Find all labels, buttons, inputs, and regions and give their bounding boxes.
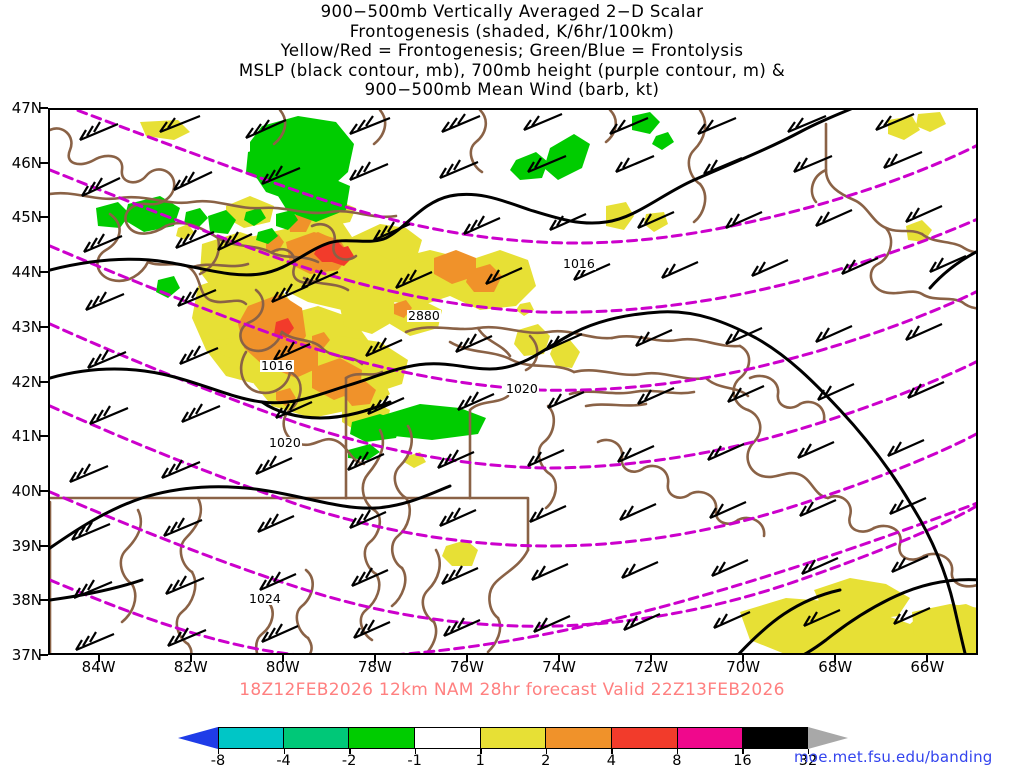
y-axis-tick-label: 47N — [11, 99, 42, 117]
frontogenesis-shading-layer — [96, 112, 976, 653]
site-url-watermark[interactable]: moe.met.fsu.edu/banding — [794, 748, 993, 766]
colorbar-tick-label: 2 — [541, 753, 551, 769]
y-axis-tick-label: 38N — [11, 591, 42, 610]
colorbar-tick-label: 16 — [733, 753, 752, 769]
colorbar-segment — [415, 727, 481, 749]
colorbar-tick-mark — [349, 749, 351, 754]
x-axis-tick-mark — [373, 655, 376, 662]
colorbar-tick-label: -8 — [210, 753, 226, 769]
colorbar-over-arrow — [808, 727, 848, 749]
x-axis-tick-label: 68W — [818, 658, 853, 676]
x-axis-tick-label: 66W — [910, 658, 945, 676]
geography-boundaries-layer — [50, 110, 976, 653]
x-axis-tick-mark — [650, 655, 653, 662]
colorbar-tick-mark — [611, 749, 613, 754]
x-axis-tick-label: 76W — [449, 658, 484, 676]
colorbar-tick-mark — [545, 749, 548, 754]
colorbar-tick-label: -1 — [407, 753, 422, 769]
colorbar-tick-label: 8 — [672, 753, 682, 769]
y-axis-tick-mark — [40, 380, 48, 383]
colorbar-tick-mark — [414, 749, 417, 754]
title-line-1: 900−500mb Vertically Averaged 2−D Scalar — [320, 2, 704, 21]
colorbar-segment — [546, 727, 613, 749]
y-axis-tick-label: 42N — [11, 372, 42, 391]
title-line-5: 900−500mb Mean Wind (barb, kt) — [364, 80, 660, 99]
title-line-2: Frontogenesis (shaded, K/6hr/100km) — [349, 21, 675, 41]
x-axis-tick-mark — [558, 655, 561, 662]
x-axis-tick-label: 82W — [173, 658, 208, 676]
y-axis-tick-label: 41N — [11, 427, 42, 446]
y-axis-tick-mark — [40, 544, 48, 547]
x-axis-tick-label: 72W — [634, 658, 669, 676]
height-contour-label: 2880 — [407, 308, 441, 323]
colorbar-tick-label: -4 — [276, 753, 291, 769]
mslp-contour-label: 1016 — [260, 358, 294, 373]
y-axis-tick-mark — [40, 107, 48, 109]
x-axis-tick-label: 80W — [265, 658, 300, 676]
colorbar-tick-label: 32 — [798, 753, 818, 769]
y-axis-tick-mark — [40, 216, 48, 219]
colorbar-tick-mark — [480, 749, 482, 754]
x-axis-tick-label: 84W — [81, 658, 116, 676]
colorbar-tick-label: -2 — [341, 753, 357, 769]
mslp-contour-label: 1020 — [505, 381, 539, 396]
colorbar-tick-mark — [283, 749, 285, 754]
colorbar-segment — [480, 727, 547, 749]
y-axis-tick-mark — [40, 654, 48, 656]
colorbar-tick-mark — [742, 749, 744, 754]
mslp-contour-label: 1016 — [562, 256, 596, 271]
y-axis-tick-label: 44N — [11, 263, 42, 282]
forecast-caption: 18Z12FEB2026 12km NAM 28hr forecast Vali… — [239, 680, 785, 700]
colorbar-segment — [349, 727, 416, 749]
y-axis-tick-label: 39N — [11, 536, 42, 555]
colorbar-tick-mark — [676, 749, 679, 754]
colorbar-tick-label: 1 — [475, 753, 485, 769]
x-axis-tick-mark — [834, 655, 837, 662]
title-line-3: Yellow/Red = Frontogenesis; Green/Blue =… — [280, 41, 744, 60]
y-axis-tick-mark — [40, 161, 48, 164]
y-axis-tick-mark — [40, 271, 48, 274]
y-axis-tick-label: 45N — [11, 208, 42, 227]
colorbar-segment — [612, 727, 678, 749]
colorbar-tick-mark — [808, 749, 810, 754]
y-axis-tick-mark — [40, 599, 48, 602]
x-axis-tick-mark — [281, 655, 284, 662]
x-axis-tick-mark — [189, 655, 192, 662]
x-axis-tick-label: 70W — [726, 658, 761, 676]
y-axis-tick-label: 40N — [11, 481, 42, 500]
colorbar-tick-mark — [218, 749, 220, 754]
x-axis-tick-mark — [926, 655, 929, 662]
x-axis-tick-label: 78W — [357, 658, 392, 676]
colorbar-segment — [218, 727, 284, 749]
mslp-contour-label: 1024 — [248, 591, 282, 606]
x-axis-tick-mark — [742, 655, 745, 662]
colorbar-segments — [218, 727, 809, 749]
height-contour-layer — [50, 110, 976, 653]
y-axis-tick-mark — [40, 489, 48, 492]
title-line-4: MSLP (black contour, mb), 700mb height (… — [238, 60, 786, 80]
x-axis-tick-mark — [465, 655, 468, 662]
colorbar-under-arrow — [178, 727, 218, 749]
chart-title-block: 900−500mb Vertically Averaged 2−D Scalar… — [0, 2, 1024, 100]
x-axis-tick-label: 74W — [542, 658, 576, 676]
y-axis-tick-label: 43N — [11, 317, 42, 336]
x-axis-tick-mark — [97, 655, 100, 662]
map-plot-area[interactable]: 1016 1016 1020 1020 1024 2880 — [48, 108, 978, 655]
mslp-contour-label: 1020 — [268, 435, 302, 450]
colorbar-tick-label: 4 — [606, 753, 616, 769]
wind-barb-layer — [69, 112, 967, 652]
y-axis-tick-label: 37N — [11, 646, 42, 664]
colorbar: -8 -4 -2 -1 1 2 4 8 16 32 — [178, 727, 848, 769]
y-axis-tick-label: 46N — [11, 153, 42, 172]
colorbar-segment — [677, 727, 744, 749]
colorbar-segment — [743, 727, 809, 749]
colorbar-segment — [283, 727, 350, 749]
y-axis-tick-mark — [40, 435, 48, 438]
y-axis-tick-mark — [40, 325, 48, 328]
